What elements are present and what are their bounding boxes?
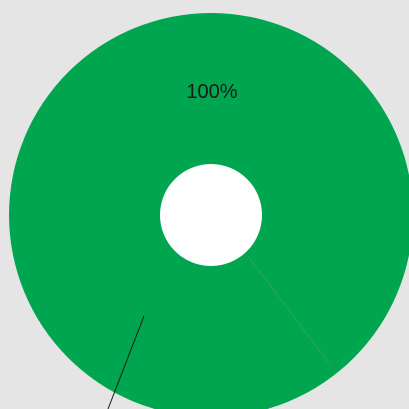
slice-label: 100% — [186, 81, 237, 103]
leader-line — [107, 315, 145, 409]
slice-seam-line — [247, 255, 332, 367]
donut-hole — [160, 164, 262, 266]
